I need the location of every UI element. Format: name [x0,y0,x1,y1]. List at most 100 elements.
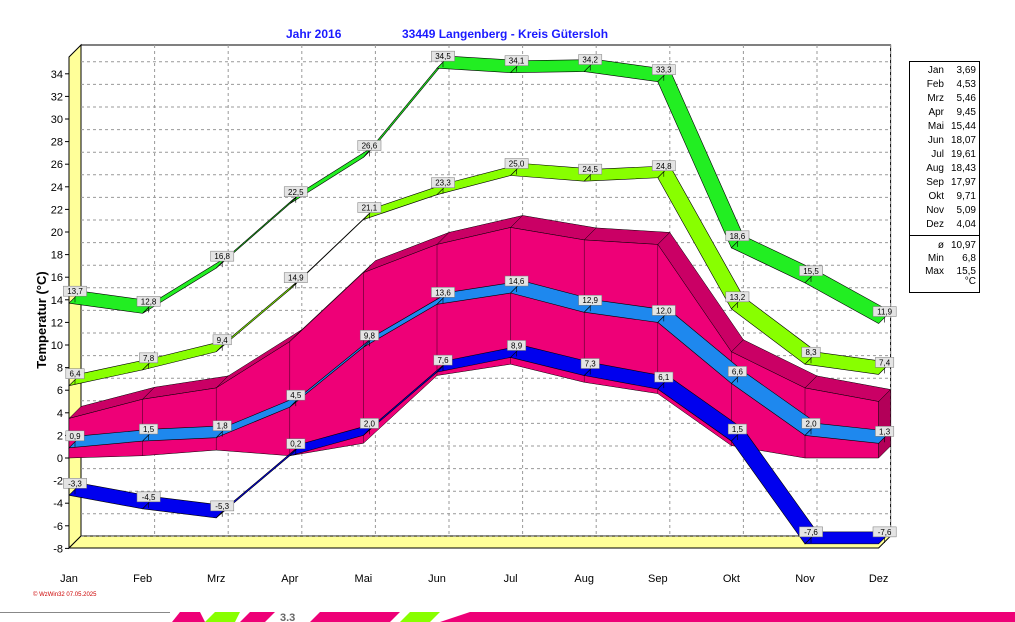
data-label: 9,4 [212,334,232,351]
data-label-text: 12,0 [656,306,672,315]
y-tick-label: -4 [53,498,63,510]
y-tick-label: 8 [57,363,63,375]
bottom-strip-label: 3.3 [280,612,295,622]
data-label-box [727,366,747,377]
data-label-text: 7,4 [879,358,891,367]
data-label-box [654,371,674,383]
legend-month-mrz: Mrz 5,46 [910,93,979,106]
legend-month-feb-value: 4,53 [956,79,976,90]
data-label: 14,9 [283,272,308,289]
data-label: 9,8 [359,330,379,347]
data-label: 34,5 [431,50,455,68]
y-tick-label: 2 [57,430,63,442]
data-label-box [875,426,895,437]
y-tick-label: -8 [53,543,63,555]
y-tick-label: 14 [51,295,63,307]
y-tick-label: 12 [51,317,63,329]
legend-summary-min-value: 6,8 [962,253,976,264]
data-label: 0,9 [65,430,85,447]
y-tick-label: 10 [51,340,63,352]
legend-month-nov-value: 5,09 [956,205,976,216]
data-label: 6,4 [65,368,85,385]
legend-summary-mean-value: 10,97 [950,240,976,251]
legend-month-mrz-label: Mrz [927,93,944,104]
data-label-text: -5,3 [215,502,229,511]
data-label: 1,5 [727,423,747,441]
data-label-text: 1,5 [732,425,744,434]
data-label-text: -7,6 [804,528,818,537]
chart-title-year: Jahr 2016 [286,27,342,41]
data-label-text: 12,9 [582,296,598,305]
data-label-text: 34,2 [582,56,598,65]
legend-month-sep-label: Sep [926,177,944,188]
data-label-text: 7,3 [585,360,597,369]
legend-month-mai: Mai 15,44 [910,121,979,134]
data-label: 4,5 [286,389,306,407]
x-tick-label: Jan [60,573,78,585]
data-label-box [801,418,821,429]
data-label-text: 9,8 [364,331,376,340]
data-label-box [504,275,529,287]
data-label-box [504,55,529,66]
data-label-box [357,140,382,151]
data-label-text: 25,0 [509,160,525,169]
legend-summary-mean: ø 10,97 [910,240,979,253]
data-label-box [872,526,897,538]
y-tick-label: 6 [57,385,63,397]
x-tick-label: Jun [428,573,446,585]
data-label-text: 7,8 [143,354,155,363]
data-label: 14,6 [504,275,529,293]
data-label-text: 2,0 [805,419,817,428]
y-tick-label: -2 [53,476,63,488]
data-label-box [578,163,603,175]
data-label-box [801,346,821,358]
data-label: 24,8 [651,160,676,177]
data-label: 1,8 [212,420,232,437]
x-tick-label: Feb [133,573,152,585]
legend-summary-max-value: 15,5 [956,266,976,277]
data-label-text: -3,3 [68,479,82,488]
legend-month-feb: Feb 4,53 [910,79,979,92]
x-tick-label: Dez [869,573,889,585]
data-label-box [651,64,676,75]
data-label-box [507,340,527,351]
legend-month-nov-label: Nov [926,205,944,216]
data-label: 26,6 [357,140,382,157]
y-tick-label: 4 [57,408,63,420]
x-tick-label: Nov [795,573,815,585]
data-label: 12,0 [651,305,676,322]
data-label: 22,5 [283,186,308,203]
data-label-box [136,491,161,503]
data-label: -4,5 [136,491,161,508]
legend-month-apr-value: 9,45 [956,107,976,118]
data-label-box [286,438,306,449]
data-label: 25,0 [504,158,529,175]
data-label: 2,0 [359,418,379,435]
data-label-box [212,334,232,346]
plot-area: -3,3 -4,5 -5,3 0,2 2,0 7,6 8,9 7,3 6,1 1,5 -7,6 -7,… [63,50,897,545]
data-label-text: 21,1 [362,204,378,213]
x-tick-label: Sep [648,573,668,585]
legend-month-apr-label: Apr [928,107,944,118]
legend-month-okt: Okt 9,71 [910,191,979,204]
y-tick-label: 24 [51,182,63,194]
data-label: 1,5 [139,423,159,441]
data-label-text: 11,9 [877,308,893,317]
data-label: -3,3 [63,478,87,495]
data-label-box [210,250,235,262]
legend-month-dez-label: Dez [926,219,944,230]
legend-month-okt-label: Okt [928,191,944,202]
data-label: 15,5 [799,265,823,282]
data-label: 0,2 [286,438,306,455]
data-label: 2,0 [801,418,821,435]
legend-month-aug: Aug 18,43 [910,163,979,176]
data-label: 1,3 [875,426,895,443]
data-label-box [63,285,87,297]
data-label: 7,8 [139,352,159,369]
data-label-text: 13,6 [435,288,451,297]
data-label: 7,4 [875,357,895,374]
legend-box: Jan 3,69 Feb 4,53 Mrz 5,46 Apr 9,45 Mai 15,44 Jun 1… [909,61,980,293]
footer-credit: © WzWin32 07.05.2025 [33,591,97,598]
data-label-box [651,160,676,172]
